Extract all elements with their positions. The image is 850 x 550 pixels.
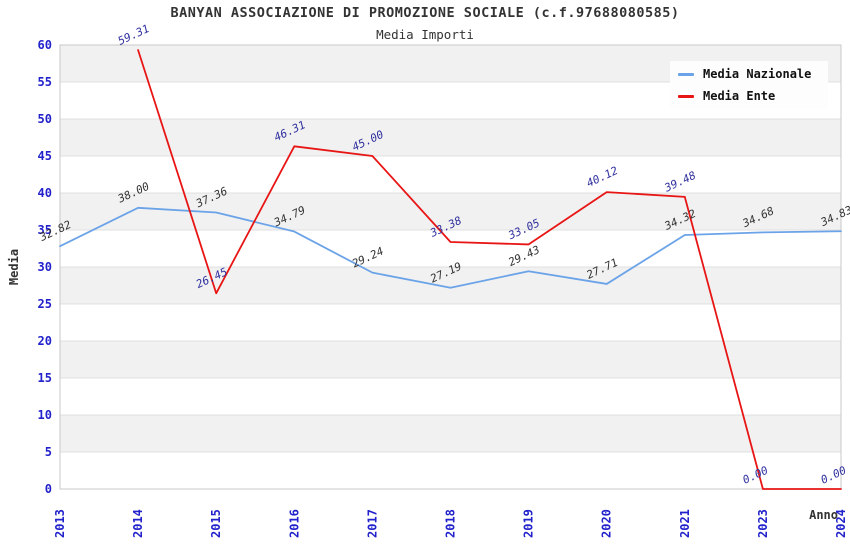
y-tick-label: 5	[45, 445, 52, 459]
chart-title: BANYAN ASSOCIAZIONE DI PROMOZIONE SOCIAL…	[170, 5, 680, 21]
x-tick-label: 2015	[209, 509, 223, 538]
media-ente-line-swatch	[678, 94, 694, 98]
plot-band	[60, 341, 841, 378]
x-tick-label: 2013	[53, 509, 67, 538]
y-tick-label: 35	[38, 223, 52, 237]
y-tick-label: 10	[38, 408, 52, 422]
y-tick-label: 50	[38, 112, 52, 126]
x-tick-label: 2020	[600, 509, 614, 538]
legend: Media Nazionale Media Ente	[670, 61, 828, 109]
data-label: 29.43	[506, 243, 542, 269]
media-nazionale-line-swatch	[678, 72, 694, 76]
plot-band	[60, 267, 841, 304]
data-label: 0.00	[819, 464, 849, 487]
y-tick-label: 40	[38, 186, 52, 200]
y-tick-label: 0	[45, 482, 52, 496]
legend-label: Media Ente	[703, 89, 776, 103]
data-label: 29.24	[350, 245, 386, 271]
data-label: 40.12	[584, 164, 620, 190]
plot-band	[60, 415, 841, 452]
chart-subtitle: Media Importi	[376, 27, 474, 42]
y-axis-title: Media	[7, 248, 21, 286]
x-tick-label: 2024	[834, 509, 848, 538]
data-label: 39.48	[662, 169, 699, 195]
data-label: 0.00	[741, 464, 771, 487]
y-tick-label: 25	[38, 297, 52, 311]
x-tick-label: 2023	[756, 509, 770, 538]
data-label: 59.31	[116, 22, 152, 48]
x-tick-label: 2019	[522, 509, 536, 538]
x-tick-label: 2014	[131, 509, 145, 538]
legend-item-media-ente: Media Ente	[678, 89, 820, 103]
legend-item-media-nazionale: Media Nazionale	[678, 67, 820, 81]
y-tick-label: 45	[38, 149, 52, 163]
y-tick-label: 55	[38, 75, 52, 89]
data-label: 32.82	[37, 218, 74, 244]
series-line-media-ente	[137, 49, 842, 490]
x-tick-label: 2021	[678, 509, 692, 538]
y-tick-label: 15	[38, 371, 52, 385]
y-tick-label: 60	[38, 38, 52, 52]
plot-frame	[59, 44, 842, 490]
x-axis-title: Anno	[809, 508, 838, 522]
x-tick-label: 2018	[444, 509, 458, 538]
y-tick-label: 20	[38, 334, 52, 348]
x-tick-label: 2017	[365, 509, 379, 538]
plot-band	[60, 119, 841, 156]
y-tick-label: 30	[38, 260, 52, 274]
legend-label: Media Nazionale	[703, 67, 812, 81]
x-tick-label: 2016	[287, 509, 301, 538]
